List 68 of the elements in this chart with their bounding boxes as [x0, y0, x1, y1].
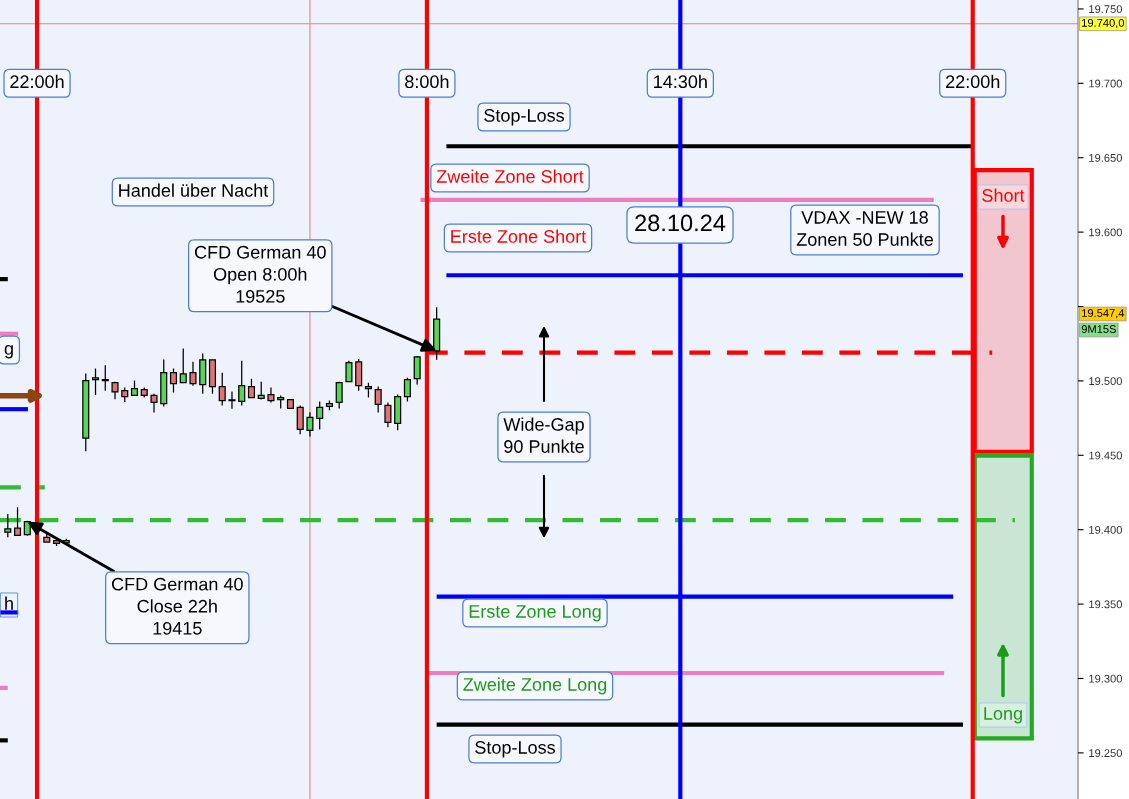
candlestick	[238, 360, 246, 407]
candlestick	[130, 379, 139, 397]
candlestick	[257, 381, 265, 401]
candlestick	[267, 386, 275, 404]
candlestick	[91, 367, 100, 396]
candlestick	[82, 372, 90, 452]
y-tick-label: 19.250	[1089, 749, 1122, 758]
candlestick	[169, 367, 178, 394]
annotation: g	[4, 344, 13, 359]
candlestick	[150, 393, 158, 414]
y-tick-label: 19.400	[1089, 525, 1122, 534]
candlestick	[121, 386, 129, 403]
candlestick	[306, 411, 314, 438]
x-tick-label: 14:30h	[654, 74, 707, 89]
candlestick	[228, 390, 236, 410]
candlestick	[111, 381, 119, 400]
annotation: Wide-Gap 90 Punkte	[503, 417, 584, 453]
annotation: Zweite Zone Long	[463, 677, 607, 695]
candlestick	[179, 347, 187, 384]
candlestick	[345, 360, 353, 383]
candlestick	[218, 372, 226, 407]
candlestick	[394, 393, 402, 431]
y-tick-label: 19.500	[1089, 377, 1122, 386]
candlestick	[374, 385, 382, 414]
annotation: CFD German 40 Close 22h 19415	[111, 577, 243, 635]
candlestick	[413, 355, 421, 386]
annotation: Stop-Loss	[475, 741, 555, 758]
candlestick	[140, 386, 148, 399]
candlestick	[247, 378, 256, 399]
candlestick	[277, 394, 285, 410]
y-tick-label: 19.600	[1089, 228, 1122, 237]
annotation: 28.10.24	[635, 214, 726, 232]
annotation: Erste Zone Long	[469, 605, 601, 622]
annotation: CFD German 40 Open 8:00h 19525	[194, 245, 326, 303]
candlestick	[325, 399, 333, 411]
candlestick	[335, 381, 343, 410]
x-tick-label: 8:00h	[405, 74, 449, 89]
candlestick	[101, 364, 109, 392]
candlestick	[364, 382, 372, 399]
candlestick	[208, 359, 217, 395]
candlestick	[355, 358, 363, 392]
y-tick-label: 19.650	[1089, 153, 1122, 162]
candlestick	[384, 401, 392, 428]
annotation: Short	[982, 188, 1025, 202]
x-tick-label: 22:00h	[10, 74, 64, 89]
y-tick-label: 19.750	[1089, 5, 1122, 14]
candlestick	[160, 358, 168, 408]
annotation: Long	[984, 707, 1022, 724]
candlestick	[316, 400, 324, 431]
candlestick	[286, 398, 295, 410]
candlestick	[296, 404, 304, 435]
text: 19.547,4	[1082, 309, 1125, 319]
candlestick	[403, 377, 411, 403]
annotation: h	[5, 596, 13, 610]
x-tick-label: 22:00h	[946, 74, 1000, 89]
candlestick	[189, 361, 197, 387]
annotation: Erste Zone Short	[451, 229, 587, 243]
annotation: Zweite Zone Short	[436, 169, 584, 183]
y-tick-label: 19.450	[1089, 451, 1122, 460]
text: 9M15S	[1081, 325, 1116, 333]
candlestick	[199, 352, 207, 395]
y-tick-label: 19.350	[1089, 600, 1122, 609]
ref-line-label: 19.740,0	[1082, 18, 1125, 29]
y-tick-label: 19.300	[1089, 674, 1122, 683]
annotation: Stop-Loss	[484, 109, 564, 126]
annotation: VDAX -NEW 18 Zonen 50 Punkte	[796, 211, 933, 246]
y-tick-label: 19.700	[1089, 79, 1122, 88]
annotation: Handel über Nacht	[119, 183, 269, 197]
